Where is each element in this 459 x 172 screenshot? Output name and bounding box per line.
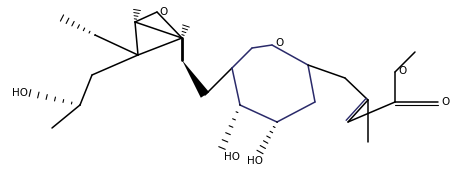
Polygon shape	[182, 60, 209, 98]
Text: O: O	[159, 7, 167, 17]
Text: HO: HO	[224, 152, 240, 162]
Text: HO: HO	[12, 88, 28, 98]
Text: O: O	[275, 38, 283, 48]
Text: O: O	[441, 97, 449, 107]
Text: HO: HO	[247, 156, 263, 166]
Text: O: O	[398, 66, 406, 76]
